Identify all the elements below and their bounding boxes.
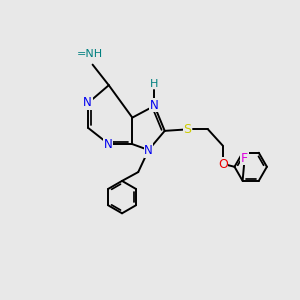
Text: F: F [241,152,248,165]
Text: =NH: =NH [77,49,103,59]
Text: S: S [183,123,191,136]
Text: N: N [144,144,153,157]
Text: O: O [218,158,228,171]
Text: H: H [150,79,159,89]
Text: N: N [150,99,159,112]
Text: N: N [83,96,92,110]
Text: N: N [104,138,112,151]
